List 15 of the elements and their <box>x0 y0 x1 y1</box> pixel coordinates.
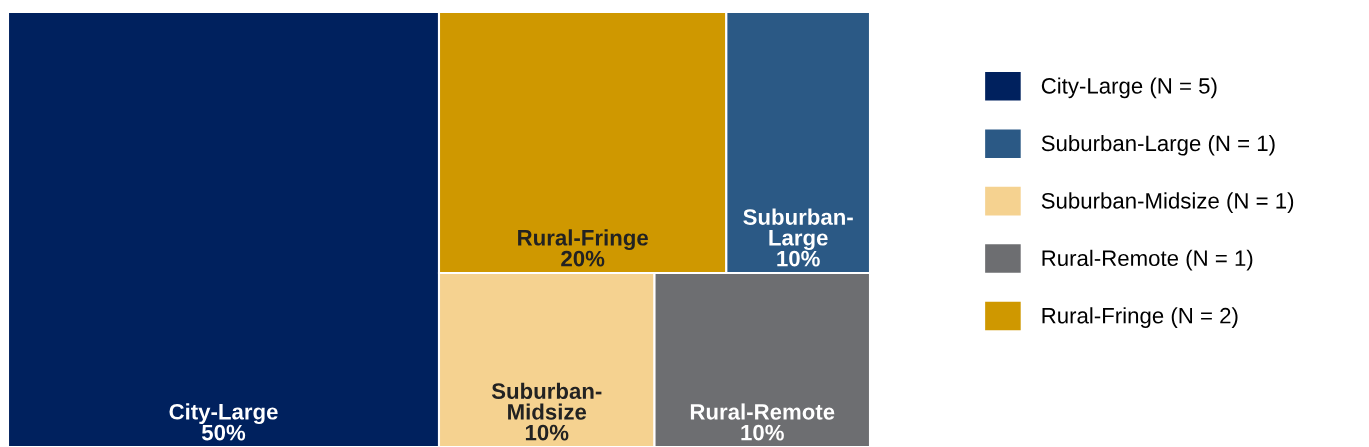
legend-label: Rural-Fringe (N = 2) <box>1042 307 1238 328</box>
category-label: Suburban-Large <box>743 208 853 251</box>
category-label: City-Large <box>169 403 278 425</box>
category-label: Suburban-Midsize <box>491 382 602 420</box>
data-label: 20% <box>561 250 605 267</box>
data-label: 10% <box>741 424 784 441</box>
data-label: 10% <box>777 250 820 267</box>
legend-label: Suburban-Large (N = 1) <box>1041 134 1275 156</box>
category-label: Rural-Remote <box>690 403 835 420</box>
category-label: Rural-Fringe <box>518 229 648 251</box>
data-label: 10% <box>525 424 569 441</box>
data-label: 50% <box>201 424 246 441</box>
legend-label: City-Large (N = 5) <box>1041 77 1217 99</box>
legend-label: Rural-Remote (N = 1) <box>1042 249 1253 271</box>
legend-label: Suburban-Midsize (N = 1) <box>1041 192 1294 214</box>
